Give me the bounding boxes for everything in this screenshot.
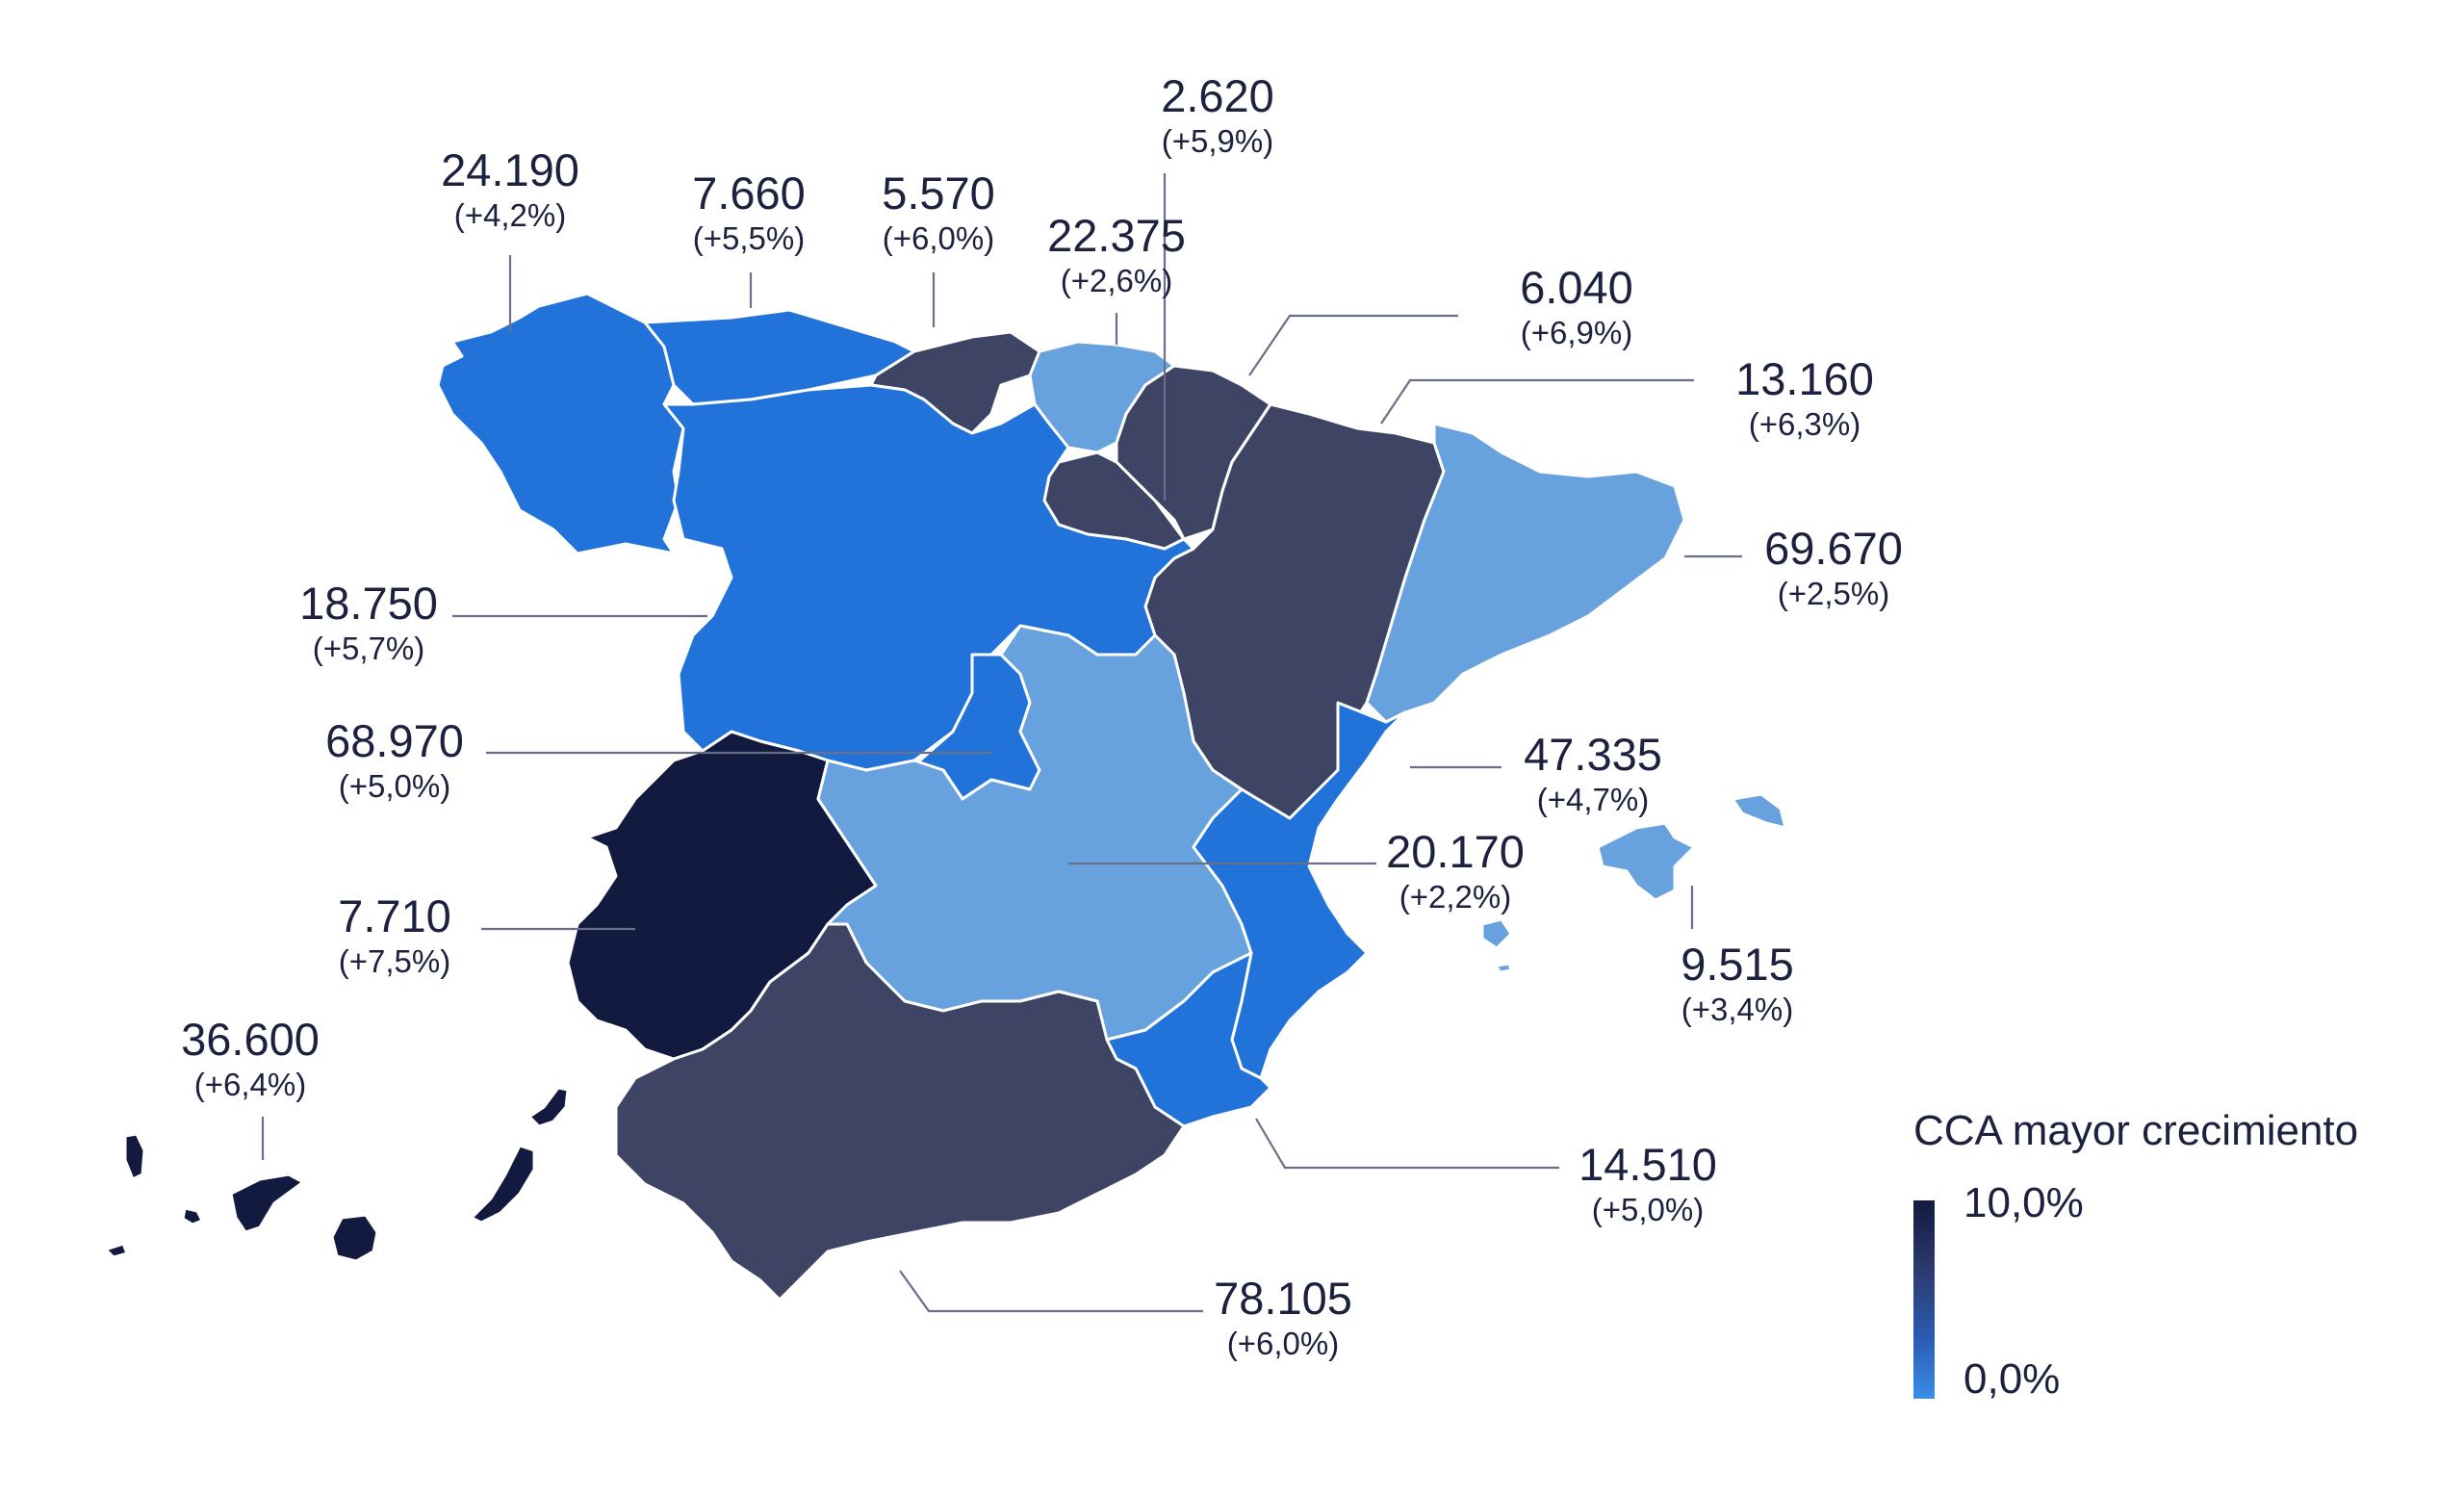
value-madrid: 68.970 bbox=[325, 715, 464, 766]
label-aragon: 13.160 (+6,3%) bbox=[1735, 353, 1874, 444]
label-galicia: 24.190 (+4,2%) bbox=[441, 144, 579, 235]
value-pais-vasco: 22.375 bbox=[1047, 210, 1186, 261]
pct-asturias: (+5,5%) bbox=[692, 220, 806, 256]
value-castilla-la-mancha: 20.170 bbox=[1386, 826, 1525, 877]
pct-galicia: (+4,2%) bbox=[453, 197, 567, 233]
label-navarra: 2.620 (+5,9%) bbox=[1161, 70, 1274, 161]
value-castilla-leon: 18.750 bbox=[299, 578, 438, 629]
value-baleares: 9.515 bbox=[1681, 939, 1794, 990]
label-valencia: 47.335 (+4,7%) bbox=[1524, 729, 1662, 819]
value-murcia: 14.510 bbox=[1578, 1139, 1717, 1190]
pct-madrid: (+5,0%) bbox=[338, 768, 451, 804]
pct-valencia: (+4,7%) bbox=[1536, 782, 1650, 817]
region-baleares-ibiza bbox=[1480, 917, 1513, 950]
value-asturias: 7.660 bbox=[692, 168, 806, 219]
legend-title: CCA mayor crecimiento bbox=[1913, 1107, 2359, 1154]
pct-navarra: (+5,9%) bbox=[1161, 123, 1274, 159]
legend-max-label: 10,0% bbox=[1964, 1179, 2084, 1226]
leader-murcia bbox=[1255, 1118, 1559, 1170]
region-andalucia bbox=[614, 922, 1186, 1302]
pct-andalucia: (+6,0%) bbox=[1226, 1326, 1340, 1361]
pct-aragon: (+6,3%) bbox=[1748, 406, 1861, 442]
pct-murcia: (+5,0%) bbox=[1591, 1192, 1705, 1227]
value-andalucia: 78.105 bbox=[1214, 1273, 1352, 1324]
label-madrid: 68.970 (+5,0%) bbox=[325, 715, 464, 806]
label-baleares: 9.515 (+3,4%) bbox=[1681, 939, 1794, 1029]
value-navarra: 2.620 bbox=[1161, 70, 1274, 121]
pct-cataluna: (+2,5%) bbox=[1777, 576, 1890, 611]
value-extremadura: 7.710 bbox=[338, 890, 451, 941]
legend-min-label: 0,0% bbox=[1964, 1355, 2061, 1403]
region-canarias-fuerteventura bbox=[470, 1144, 536, 1224]
region-baleares-menorca bbox=[1731, 792, 1787, 830]
pct-la-rioja: (+6,9%) bbox=[1520, 315, 1633, 350]
label-cataluna: 69.670 (+2,5%) bbox=[1764, 523, 1903, 613]
region-canarias-la-palma bbox=[123, 1132, 146, 1181]
label-la-rioja: 6.040 (+6,9%) bbox=[1520, 262, 1633, 352]
label-andalucia: 78.105 (+6,0%) bbox=[1214, 1273, 1352, 1363]
value-cataluna: 69.670 bbox=[1764, 523, 1903, 574]
label-canarias: 36.600 (+6,4%) bbox=[181, 1014, 320, 1104]
value-galicia: 24.190 bbox=[441, 144, 579, 195]
label-asturias: 7.660 (+5,5%) bbox=[692, 168, 806, 258]
region-canarias-el-hierro bbox=[104, 1242, 129, 1259]
label-pais-vasco: 22.375 (+2,6%) bbox=[1047, 210, 1186, 300]
pct-extremadura: (+7,5%) bbox=[338, 943, 451, 979]
leader-andalucia bbox=[899, 1270, 1203, 1313]
pct-castilla-la-mancha: (+2,2%) bbox=[1399, 879, 1512, 915]
leader-aragon bbox=[1380, 378, 1694, 425]
leader-lines bbox=[261, 173, 1742, 1313]
region-canarias-tenerife bbox=[229, 1173, 305, 1234]
label-extremadura: 7.710 (+7,5%) bbox=[338, 890, 451, 981]
pct-baleares: (+3,4%) bbox=[1681, 992, 1794, 1027]
label-castilla-la-mancha: 20.170 (+2,2%) bbox=[1386, 826, 1525, 916]
region-cataluna bbox=[1365, 422, 1686, 724]
region-canarias-gran-canaria bbox=[330, 1213, 379, 1263]
leader-la-rioja bbox=[1248, 314, 1458, 376]
pct-castilla-leon: (+5,7%) bbox=[312, 631, 425, 666]
pct-pais-vasco: (+2,6%) bbox=[1060, 263, 1173, 298]
region-baleares-formentera bbox=[1495, 962, 1513, 974]
label-cantabria: 5.570 (+6,0%) bbox=[882, 168, 995, 258]
region-galicia bbox=[436, 292, 685, 555]
value-cantabria: 5.570 bbox=[882, 168, 995, 219]
value-la-rioja: 6.040 bbox=[1520, 262, 1633, 313]
pct-cantabria: (+6,0%) bbox=[882, 220, 995, 256]
label-castilla-leon: 18.750 (+5,7%) bbox=[299, 578, 438, 668]
region-canarias-la-gomera bbox=[181, 1206, 204, 1226]
value-aragon: 13.160 bbox=[1735, 353, 1874, 404]
value-valencia: 47.335 bbox=[1524, 729, 1662, 780]
pct-canarias: (+6,4%) bbox=[193, 1067, 307, 1102]
region-canarias-lanzarote bbox=[527, 1086, 570, 1128]
label-murcia: 14.510 (+5,0%) bbox=[1578, 1139, 1717, 1229]
legend-color-scale bbox=[1913, 1200, 1935, 1399]
region-baleares-mallorca bbox=[1596, 821, 1696, 902]
value-canarias: 36.600 bbox=[181, 1014, 320, 1065]
